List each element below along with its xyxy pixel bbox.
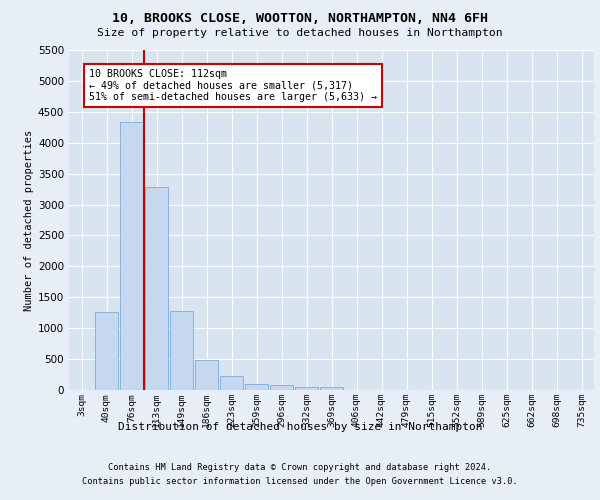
- Bar: [320, 386, 343, 390]
- Bar: [269, 385, 293, 390]
- Bar: [295, 386, 319, 390]
- Text: Contains HM Land Registry data © Crown copyright and database right 2024.: Contains HM Land Registry data © Crown c…: [109, 464, 491, 472]
- Text: 10 BROOKS CLOSE: 112sqm
← 49% of detached houses are smaller (5,317)
51% of semi: 10 BROOKS CLOSE: 112sqm ← 49% of detache…: [89, 68, 377, 102]
- Bar: [119, 122, 143, 390]
- Bar: [245, 384, 268, 390]
- Bar: [170, 312, 193, 390]
- Text: Contains public sector information licensed under the Open Government Licence v3: Contains public sector information licen…: [82, 477, 518, 486]
- Y-axis label: Number of detached properties: Number of detached properties: [24, 130, 34, 310]
- Bar: [220, 376, 244, 390]
- Bar: [145, 186, 169, 390]
- Text: Distribution of detached houses by size in Northampton: Distribution of detached houses by size …: [118, 422, 482, 432]
- Text: 10, BROOKS CLOSE, WOOTTON, NORTHAMPTON, NN4 6FH: 10, BROOKS CLOSE, WOOTTON, NORTHAMPTON, …: [112, 12, 488, 26]
- Bar: [194, 360, 218, 390]
- Bar: [95, 312, 118, 390]
- Text: Size of property relative to detached houses in Northampton: Size of property relative to detached ho…: [97, 28, 503, 38]
